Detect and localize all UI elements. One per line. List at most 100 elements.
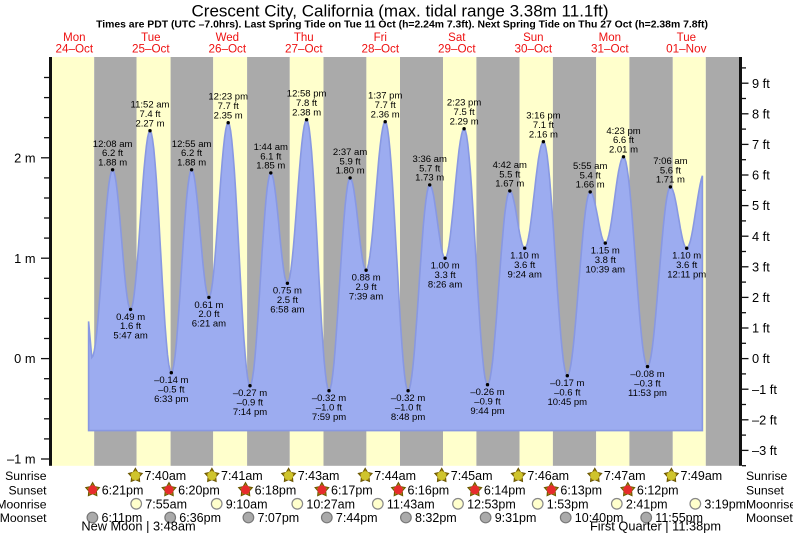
- svg-text:–0.6 ft: –0.6 ft: [554, 388, 581, 399]
- svg-text:6.2 ft: 6.2 ft: [181, 148, 202, 159]
- svg-text:9:10am: 9:10am: [226, 497, 268, 511]
- svg-text:6 ft: 6 ft: [752, 168, 770, 183]
- svg-text:6:20pm: 6:20pm: [178, 483, 220, 497]
- svg-text:2.36 m: 2.36 m: [371, 110, 400, 121]
- svg-text:Crescent City, California (max: Crescent City, California (max. tidal ra…: [192, 2, 609, 21]
- svg-text:1.73 m: 1.73 m: [415, 173, 444, 184]
- svg-text:Moonset: Moonset: [746, 511, 793, 525]
- svg-text:2 m: 2 m: [14, 150, 35, 165]
- svg-text:2.38 m: 2.38 m: [292, 108, 321, 119]
- svg-text:7:44pm: 7:44pm: [336, 511, 378, 525]
- svg-text:3:16 pm: 3:16 pm: [526, 111, 560, 122]
- svg-text:12:11 pm: 12:11 pm: [667, 269, 706, 280]
- svg-text:2.29 m: 2.29 m: [450, 117, 479, 128]
- svg-text:0.75 m: 0.75 m: [273, 286, 302, 297]
- svg-text:Sunset: Sunset: [746, 483, 785, 497]
- svg-text:6:14pm: 6:14pm: [484, 483, 526, 497]
- svg-text:12:55 am: 12:55 am: [172, 139, 212, 150]
- svg-text:Wed: Wed: [216, 32, 239, 44]
- svg-text:–2 ft: –2 ft: [752, 412, 777, 427]
- svg-text:5.7 ft: 5.7 ft: [419, 163, 440, 174]
- svg-text:3.8 ft: 3.8 ft: [595, 255, 616, 266]
- svg-text:7.1 ft: 7.1 ft: [533, 120, 554, 131]
- svg-text:7:55am: 7:55am: [145, 497, 187, 511]
- svg-text:7:41am: 7:41am: [221, 469, 263, 483]
- svg-text:–1.0 ft: –1.0 ft: [316, 403, 343, 414]
- svg-text:12:53pm: 12:53pm: [467, 497, 516, 511]
- svg-text:–0.26 m: –0.26 m: [470, 387, 504, 398]
- svg-text:6:21pm: 6:21pm: [102, 483, 144, 497]
- svg-text:7.8 ft: 7.8 ft: [296, 98, 317, 109]
- svg-text:9:31pm: 9:31pm: [495, 511, 537, 525]
- svg-text:1.85 m: 1.85 m: [256, 161, 285, 172]
- svg-text:3.6 ft: 3.6 ft: [676, 260, 697, 271]
- svg-text:1.71 m: 1.71 m: [656, 175, 685, 186]
- svg-text:8:26 am: 8:26 am: [428, 279, 462, 290]
- svg-text:5.4 ft: 5.4 ft: [580, 170, 601, 181]
- svg-text:9 ft: 9 ft: [752, 76, 770, 91]
- svg-text:2:23 pm: 2:23 pm: [447, 98, 481, 109]
- svg-text:9:24 am: 9:24 am: [508, 269, 542, 280]
- svg-text:3 ft: 3 ft: [752, 259, 770, 274]
- svg-text:6:16pm: 6:16pm: [408, 483, 450, 497]
- svg-text:–0.17 m: –0.17 m: [550, 378, 584, 389]
- svg-text:Thu: Thu: [294, 32, 314, 44]
- svg-text:31–Oct: 31–Oct: [591, 43, 629, 56]
- svg-text:12:58 pm: 12:58 pm: [287, 89, 327, 100]
- svg-text:Sunrise: Sunrise: [746, 469, 788, 483]
- svg-text:1.00 m: 1.00 m: [431, 261, 460, 272]
- svg-text:24–Oct: 24–Oct: [55, 43, 93, 56]
- svg-text:1 ft: 1 ft: [752, 321, 770, 336]
- svg-text:–1 m: –1 m: [7, 452, 35, 467]
- svg-text:30–Oct: 30–Oct: [514, 43, 552, 56]
- svg-text:3:19pm: 3:19pm: [704, 497, 746, 511]
- svg-text:7:39 am: 7:39 am: [349, 291, 383, 302]
- svg-text:3:36 am: 3:36 am: [413, 154, 447, 165]
- svg-text:0 ft: 0 ft: [752, 351, 770, 366]
- svg-text:1.15 m: 1.15 m: [591, 246, 620, 257]
- svg-text:2.16 m: 2.16 m: [529, 130, 558, 141]
- svg-text:2.35 m: 2.35 m: [214, 111, 243, 122]
- svg-text:26–Oct: 26–Oct: [208, 43, 246, 56]
- svg-text:0.61 m: 0.61 m: [194, 300, 223, 311]
- svg-text:7.5 ft: 7.5 ft: [454, 107, 475, 118]
- svg-text:2:37 am: 2:37 am: [333, 147, 367, 158]
- svg-text:10:45 pm: 10:45 pm: [547, 397, 587, 408]
- svg-text:11:52 am: 11:52 am: [131, 100, 170, 111]
- svg-text:6:12pm: 6:12pm: [637, 483, 679, 497]
- svg-text:2.5 ft: 2.5 ft: [277, 295, 298, 306]
- svg-text:6:11pm: 6:11pm: [102, 511, 143, 525]
- svg-text:Sun: Sun: [523, 32, 543, 44]
- svg-text:First Quarter | 11:38pm: First Quarter | 11:38pm: [590, 519, 721, 534]
- svg-text:7:14 pm: 7:14 pm: [233, 407, 267, 418]
- svg-text:27–Oct: 27–Oct: [285, 43, 323, 56]
- svg-text:1:53pm: 1:53pm: [547, 497, 589, 511]
- svg-text:Fri: Fri: [374, 32, 387, 44]
- svg-text:1 m: 1 m: [14, 251, 35, 266]
- svg-text:2.01 m: 2.01 m: [609, 145, 638, 156]
- svg-text:5.9 ft: 5.9 ft: [340, 156, 361, 167]
- svg-text:0.49 m: 0.49 m: [116, 312, 145, 323]
- svg-text:7:07pm: 7:07pm: [258, 511, 300, 525]
- svg-text:–0.9 ft: –0.9 ft: [474, 397, 501, 408]
- svg-text:–0.27 m: –0.27 m: [233, 388, 267, 399]
- svg-text:3.3 ft: 3.3 ft: [435, 270, 456, 281]
- svg-text:8 ft: 8 ft: [752, 106, 770, 121]
- svg-text:Moonrise: Moonrise: [0, 497, 47, 511]
- svg-text:Sunrise: Sunrise: [5, 469, 47, 483]
- svg-text:2.9 ft: 2.9 ft: [356, 282, 377, 293]
- svg-text:4 ft: 4 ft: [752, 229, 770, 244]
- svg-text:7 ft: 7 ft: [752, 137, 770, 152]
- svg-text:6:21 am: 6:21 am: [192, 319, 226, 330]
- svg-text:8:48 pm: 8:48 pm: [391, 412, 425, 423]
- svg-text:7:49am: 7:49am: [681, 469, 723, 483]
- svg-text:Moonrise: Moonrise: [746, 497, 793, 511]
- svg-text:7:40am: 7:40am: [145, 469, 187, 483]
- svg-text:7.4 ft: 7.4 ft: [139, 109, 160, 120]
- svg-text:Mon: Mon: [63, 32, 85, 44]
- svg-text:6:17pm: 6:17pm: [331, 483, 373, 497]
- svg-text:5:55 am: 5:55 am: [573, 161, 607, 172]
- svg-text:5:47 am: 5:47 am: [113, 331, 147, 342]
- svg-text:7:06 am: 7:06 am: [653, 156, 687, 167]
- svg-text:10:40pm: 10:40pm: [575, 511, 624, 525]
